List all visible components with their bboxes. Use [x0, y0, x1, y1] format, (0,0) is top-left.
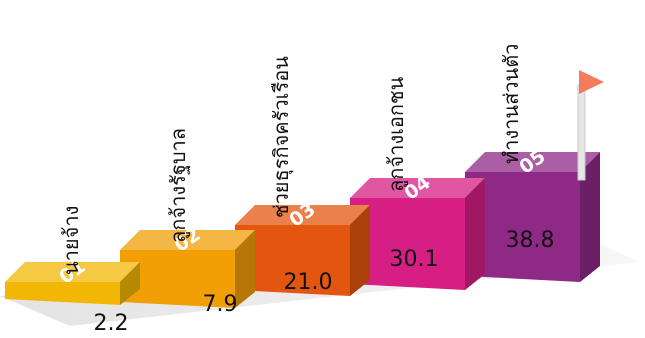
category-label-05: ทำงานส่วนตัว — [499, 44, 523, 164]
step-side-face — [120, 262, 140, 305]
step-04: 04 — [350, 171, 485, 290]
flag-icon — [576, 70, 604, 181]
category-label-03: ช่วยธุรกิจครัวเรือน — [269, 56, 294, 218]
flag-cloth — [579, 70, 604, 94]
step-front-face — [350, 198, 465, 290]
step-front-face — [235, 225, 350, 296]
category-label-04: ลูกจ้างเอกชน — [384, 76, 409, 192]
step-top-face — [120, 230, 255, 250]
step-top-face — [350, 178, 485, 198]
step-top-face — [235, 205, 370, 225]
step-side-face — [350, 205, 370, 296]
labels: 2.2 7.9 21.0 30.1 38.8 นายจ้าง ลูกจ้างรัฐบาล ช่… — [59, 44, 554, 336]
value-label-01: 2.2 — [94, 311, 129, 336]
category-label-02: ลูกจ้างรัฐบาล — [166, 128, 191, 243]
step-top-face — [465, 152, 600, 172]
step-side-face — [580, 152, 600, 282]
step-side-face — [235, 230, 255, 308]
value-label-02: 7.9 — [203, 292, 238, 317]
step-top-face — [5, 262, 140, 282]
value-label-03: 21.0 — [284, 270, 333, 295]
step-front-face — [120, 250, 235, 308]
value-label-04: 30.1 — [390, 247, 439, 272]
step-side-face — [465, 178, 485, 290]
step-front-face — [5, 282, 120, 305]
category-label-01: นายจ้าง — [59, 206, 83, 275]
flag-pole — [577, 89, 586, 181]
step-05: 05 — [465, 145, 600, 282]
step-front-face — [465, 172, 580, 282]
step-03: 03 — [235, 198, 370, 296]
value-label-05: 38.8 — [506, 228, 555, 253]
step-01: 01 — [5, 255, 140, 305]
